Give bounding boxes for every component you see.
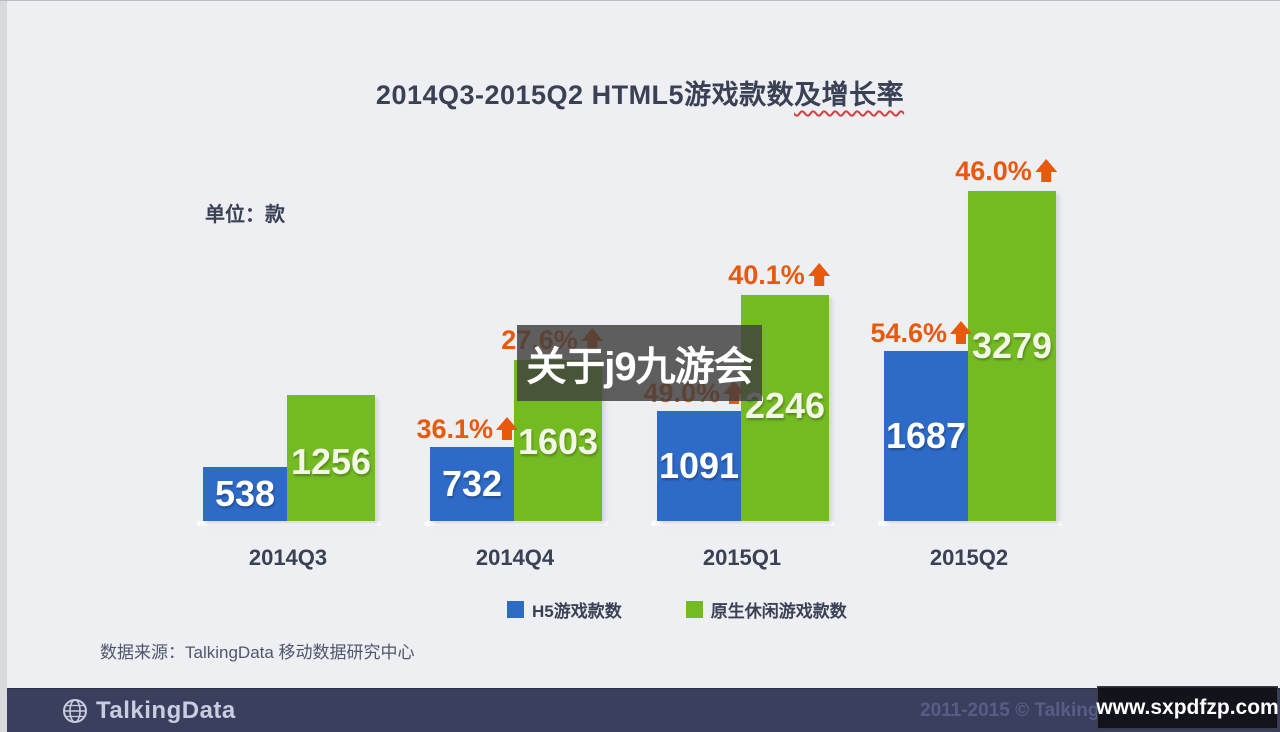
bar-value-native: 1256 (290, 441, 372, 482)
bar-group-baseline (651, 521, 835, 526)
data-source-note: 数据来源：TalkingData 移动数据研究中心 (100, 643, 415, 662)
bar-value-h5: 732 (441, 463, 503, 504)
chart-title-main: 2014Q3-2015Q2 HTML5游戏款数 (375, 80, 795, 110)
growth-percent-h5: 54.6% (870, 318, 947, 348)
legend-item-native: 原生休闲游戏款数 (685, 597, 847, 622)
footer-brand: TalkingData (62, 689, 236, 732)
footer-bar: TalkingData 2011-2015 © TalkingData.com (0, 688, 1280, 732)
up-arrow-icon (807, 262, 830, 286)
site-watermark-text: www.sxpdfzp.com (1096, 695, 1279, 719)
bar-value-h5: 1091 (658, 445, 740, 486)
bar-h5: 1091 (657, 411, 741, 521)
bar-value-h5: 538 (214, 473, 276, 514)
bar-group-baseline (878, 521, 1062, 526)
bar-value-native: 1603 (517, 421, 599, 462)
left-edge-strip (0, 1, 7, 732)
chart-legend: H5游戏款数 原生休闲游戏款数 (507, 597, 847, 622)
category-label: 2015Q2 (929, 545, 1009, 570)
chart-title: 2014Q3-2015Q2 HTML5游戏款数及增长率 (0, 73, 1280, 112)
growth-label-native: 40.1% (728, 260, 830, 290)
legend-label-h5: H5游戏款数 (532, 602, 622, 621)
legend-item-h5: H5游戏款数 (507, 597, 622, 622)
up-arrow-icon (496, 416, 518, 440)
growth-label-h5: 36.1% (416, 414, 518, 444)
category-label: 2014Q3 (248, 545, 328, 570)
unit-label: 单位：款 (205, 204, 285, 226)
legend-label-native: 原生休闲游戏款数 (710, 602, 847, 621)
growth-percent-native: 46.0% (955, 156, 1032, 186)
legend-swatch-blue-icon (507, 601, 524, 618)
category-label: 2015Q1 (702, 545, 782, 570)
legend-swatch-green-icon (685, 601, 703, 618)
up-arrow-icon (1034, 158, 1057, 182)
category-label: 2014Q4 (475, 545, 555, 570)
bar-value-h5: 1687 (885, 415, 967, 456)
growth-label-native: 46.0% (955, 156, 1057, 186)
up-arrow-icon (950, 320, 972, 344)
footer-brand-text: TalkingData (96, 697, 236, 724)
growth-percent-h5: 36.1% (416, 414, 493, 444)
globe-icon (63, 699, 87, 723)
chart-title-underlined: 及增长率 (794, 80, 905, 110)
bar-h5: 732 (430, 447, 514, 521)
bar-group-baseline (197, 521, 381, 526)
bar-value-native: 3279 (971, 325, 1053, 366)
bar-native (287, 395, 375, 521)
bar-group-baseline (424, 521, 608, 526)
overlay-watermark-box: 关于j9九游会 (517, 325, 762, 401)
overlay-watermark-text: 关于j9九游会 (526, 345, 753, 389)
bar-native (968, 191, 1056, 521)
bar-h5: 538 (203, 467, 287, 521)
bar-h5: 1687 (884, 351, 968, 521)
growth-label-h5: 54.6% (870, 318, 972, 348)
site-watermark-box: www.sxpdfzp.com (1096, 686, 1279, 729)
growth-percent-native: 40.1% (728, 260, 805, 290)
